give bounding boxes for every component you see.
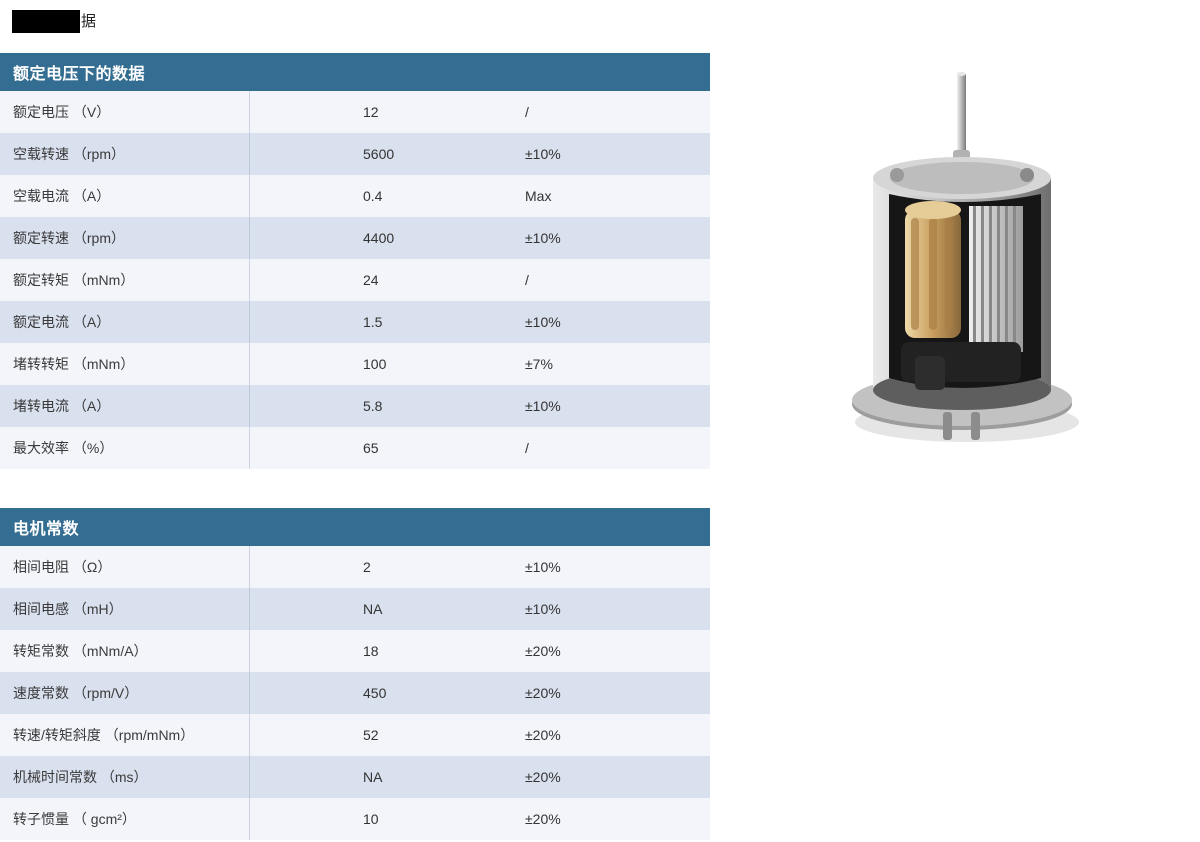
black-redaction-block [12, 10, 80, 33]
page-title-badge: 据 [12, 10, 96, 33]
cell-parameter-label: 额定转速 （rpm） [0, 217, 250, 259]
table-row: 转矩常数 （mNm/A） 18 ±20% [0, 630, 710, 672]
cell-tolerance: ±10% [525, 230, 561, 246]
page-title-text: 据 [81, 13, 97, 30]
cell-tolerance: ±20% [525, 685, 561, 701]
table-row: 转子惯量 （ gcm²） 10 ±20% [0, 798, 710, 840]
table-title: 额定电压下的数据 [0, 53, 710, 91]
cell-tolerance: ±10% [525, 314, 561, 330]
motor-constants-table: 电机常数 相间电阻 （Ω） 2 ±10% 相间电感 （mH） NA ±10% 转矩常数 （m… [0, 508, 710, 840]
table-row: 相间电感 （mH） NA ±10% [0, 588, 710, 630]
cell-value: 10 [363, 811, 379, 827]
cell-value: 2 [363, 559, 371, 575]
cell-value: 100 [363, 356, 387, 372]
table-row: 空载转速 （rpm） 5600 ±10% [0, 133, 710, 175]
cell-tolerance: Max [525, 188, 552, 204]
cell-parameter-label: 堵转转矩 （mNm） [0, 343, 250, 385]
motor-product-image [845, 60, 1080, 460]
cell-value: NA [363, 601, 383, 617]
table-body: 额定电压 （V） 12 / 空载转速 （rpm） 5600 ±10% 空载电流 （A） 0.4… [0, 91, 710, 469]
cell-parameter-label: 机械时间常数 （ms） [0, 756, 250, 798]
table-title: 电机常数 [0, 508, 710, 546]
cell-tolerance: ±10% [525, 146, 561, 162]
cell-tolerance: ±10% [525, 559, 561, 575]
cell-parameter-label: 转速/转矩斜度 （rpm/mNm） [0, 714, 250, 756]
table-row: 堵转转矩 （mNm） 100 ±7% [0, 343, 710, 385]
cell-value: 52 [363, 727, 379, 743]
cell-parameter-label: 额定电压 （V） [0, 91, 250, 133]
table-row: 额定转速 （rpm） 4400 ±10% [0, 217, 710, 259]
cell-value: 450 [363, 685, 387, 701]
cell-tolerance: ±20% [525, 643, 561, 659]
table-row: 额定转矩 （mNm） 24 / [0, 259, 710, 301]
cell-tolerance: ±7% [525, 356, 553, 372]
cell-parameter-label: 最大效率 （%） [0, 427, 250, 469]
cell-tolerance: ±20% [525, 769, 561, 785]
table-row: 相间电阻 （Ω） 2 ±10% [0, 546, 710, 588]
cell-tolerance: / [525, 272, 529, 288]
cell-value: 1.5 [363, 314, 383, 330]
cell-tolerance: ±20% [525, 727, 561, 743]
cell-value: 24 [363, 272, 379, 288]
cell-value: 12 [363, 104, 379, 120]
cell-value: NA [363, 769, 383, 785]
cell-parameter-label: 空载转速 （rpm） [0, 133, 250, 175]
cell-value: 0.4 [363, 188, 383, 204]
motor-cutaway-illustration [852, 72, 1079, 442]
cell-parameter-label: 转矩常数 （mNm/A） [0, 630, 250, 672]
table-row: 速度常数 （rpm/V） 450 ±20% [0, 672, 710, 714]
cell-tolerance: ±10% [525, 398, 561, 414]
cell-tolerance: ±10% [525, 601, 561, 617]
cell-parameter-label: 额定转矩 （mNm） [0, 259, 250, 301]
table-row: 空载电流 （A） 0.4 Max [0, 175, 710, 217]
cell-tolerance: / [525, 440, 529, 456]
cell-tolerance: ±20% [525, 811, 561, 827]
table-row: 机械时间常数 （ms） NA ±20% [0, 756, 710, 798]
table-row: 转速/转矩斜度 （rpm/mNm） 52 ±20% [0, 714, 710, 756]
cell-value: 4400 [363, 230, 395, 246]
cell-value: 18 [363, 643, 379, 659]
cell-parameter-label: 转子惯量 （ gcm²） [0, 798, 250, 840]
cell-parameter-label: 相间电感 （mH） [0, 588, 250, 630]
table-row: 最大效率 （%） 65 / [0, 427, 710, 469]
cell-value: 65 [363, 440, 379, 456]
table-row: 额定电流 （A） 1.5 ±10% [0, 301, 710, 343]
table-row: 额定电压 （V） 12 / [0, 91, 710, 133]
cell-value: 5.8 [363, 398, 383, 414]
cell-parameter-label: 堵转电流 （A） [0, 385, 250, 427]
cell-parameter-label: 空载电流 （A） [0, 175, 250, 217]
cell-parameter-label: 速度常数 （rpm/V） [0, 672, 250, 714]
table-body: 相间电阻 （Ω） 2 ±10% 相间电感 （mH） NA ±10% 转矩常数 （mNm/A）… [0, 546, 710, 840]
cell-tolerance: / [525, 104, 529, 120]
cell-parameter-label: 相间电阻 （Ω） [0, 546, 250, 588]
table-row: 堵转电流 （A） 5.8 ±10% [0, 385, 710, 427]
rated-voltage-table: 额定电压下的数据 额定电压 （V） 12/空载转速 （rpm） 5600 ±10% 空载… [0, 53, 710, 469]
cell-value: 5600 [363, 146, 395, 162]
cell-parameter-label: 额定电流 （A） [0, 301, 250, 343]
